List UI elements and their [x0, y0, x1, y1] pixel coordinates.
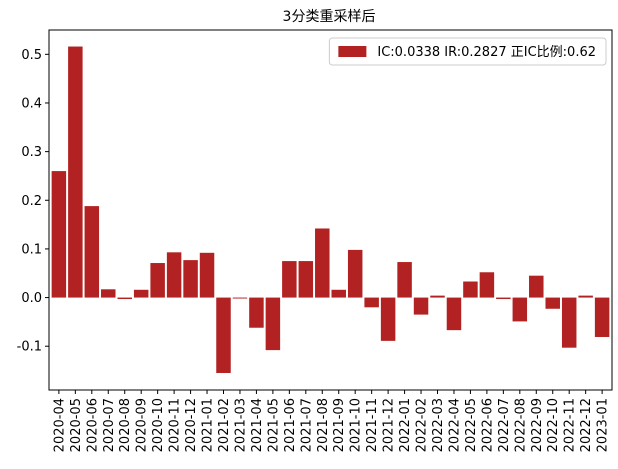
- y-tick-label: 0.2: [21, 194, 42, 209]
- bar-2021-01: [199, 252, 215, 298]
- x-tick-label: 2020-09: [135, 398, 150, 452]
- x-tick-label: 2022-10: [546, 398, 561, 452]
- bar-2021-12: [380, 297, 396, 341]
- y-tick-label: 0.3: [21, 145, 42, 160]
- bar-2022-08: [512, 297, 528, 322]
- bar-2021-07: [298, 261, 314, 298]
- x-tick-label: 2022-08: [513, 398, 528, 452]
- bar-2022-06: [479, 272, 495, 298]
- x-tick-label: 2021-01: [201, 398, 216, 452]
- bar-2022-12: [578, 295, 593, 298]
- legend-label: IC:0.0338 IR:0.2827 正IC比例:0.62: [377, 45, 596, 60]
- x-tick-label: 2020-10: [151, 398, 166, 452]
- x-tick-label: 2022-11: [563, 398, 578, 452]
- bar-2022-04: [446, 297, 462, 331]
- bar-2023-01: [594, 297, 610, 337]
- x-tick-label: 2020-11: [168, 398, 183, 452]
- x-tick-label: 2022-07: [497, 398, 512, 452]
- y-tick-label: 0.5: [21, 48, 42, 63]
- bar-2021-11: [364, 297, 379, 308]
- x-tick-label: 2022-02: [415, 398, 430, 452]
- x-tick-label: 2021-05: [266, 398, 281, 452]
- y-tick-label: 0.0: [21, 291, 42, 306]
- bar-2021-09: [331, 289, 346, 298]
- x-tick-label: 2020-04: [52, 398, 67, 452]
- bar-2021-03: [232, 297, 248, 299]
- bar-2022-11: [561, 297, 577, 348]
- bar-2021-08: [315, 228, 330, 298]
- bar-2020-06: [84, 206, 100, 298]
- x-tick-label: 2021-07: [299, 398, 314, 452]
- x-tick-label: 2021-11: [365, 398, 380, 452]
- x-tick-label: 2022-04: [447, 398, 462, 452]
- bars-layer: [51, 46, 610, 373]
- x-tick-label: 2023-01: [596, 398, 611, 452]
- x-tick-label: 2022-05: [464, 398, 479, 452]
- bar-2022-07: [496, 297, 511, 300]
- x-tick-label: 2020-05: [69, 398, 84, 452]
- x-tick-label: 2021-03: [233, 398, 248, 452]
- x-tick-label: 2022-12: [579, 398, 594, 452]
- x-tick-label: 2022-01: [398, 398, 413, 452]
- bar-2020-07: [101, 289, 116, 298]
- x-tick-label: 2021-04: [250, 398, 265, 452]
- bar-2021-10: [347, 249, 363, 298]
- y-axis: -0.1 0.0 0.1 0.2 0.3 0.4 0.5: [17, 48, 49, 355]
- bar-2021-02: [216, 297, 231, 373]
- x-tick-label: 2021-02: [217, 398, 232, 452]
- legend: IC:0.0338 IR:0.2827 正IC比例:0.62: [328, 37, 607, 66]
- bar-2021-04: [249, 297, 264, 328]
- x-tick-label: 2020-07: [102, 398, 117, 452]
- y-tick-label: -0.1: [17, 340, 42, 355]
- chart-title: 3分类重采样后: [283, 9, 376, 25]
- bar-2020-04: [51, 171, 67, 298]
- x-tick-label: 2020-12: [184, 398, 199, 452]
- bar-2022-10: [545, 297, 560, 309]
- x-tick-label: 2020-08: [118, 398, 133, 452]
- y-tick-label: 0.4: [21, 96, 42, 111]
- bar-2022-09: [529, 275, 544, 298]
- bar-2022-02: [413, 297, 429, 315]
- bar-2020-12: [183, 260, 198, 298]
- x-tick-label: 2021-12: [382, 398, 397, 452]
- bar-2021-05: [265, 297, 281, 351]
- bar-2020-11: [166, 252, 182, 298]
- x-tick-label: 2021-09: [332, 398, 347, 452]
- y-tick-label: 0.1: [21, 242, 42, 257]
- bar-2020-10: [150, 263, 165, 298]
- bar-2020-08: [117, 297, 132, 300]
- bar-2021-06: [282, 261, 297, 298]
- bar-2022-05: [463, 281, 478, 298]
- bar-2022-03: [430, 295, 445, 298]
- x-tick-label: 2022-03: [431, 398, 446, 452]
- x-tick-label: 2021-08: [316, 398, 331, 452]
- bar-2020-05: [68, 46, 83, 298]
- x-axis: 2020-04 2020-05 2020-06 2020-07 2020-08 2020-…: [52, 390, 611, 452]
- bar-2022-01: [397, 262, 412, 298]
- legend-swatch: [338, 46, 367, 57]
- x-tick-label: 2020-06: [85, 398, 100, 452]
- plot-frame: [48, 29, 613, 391]
- x-tick-label: 2021-06: [283, 398, 298, 452]
- bar-2020-09: [133, 289, 149, 298]
- legend-box: [328, 37, 607, 66]
- x-tick-label: 2022-06: [480, 398, 495, 452]
- x-tick-label: 2021-10: [349, 398, 364, 452]
- x-tick-label: 2022-09: [530, 398, 545, 452]
